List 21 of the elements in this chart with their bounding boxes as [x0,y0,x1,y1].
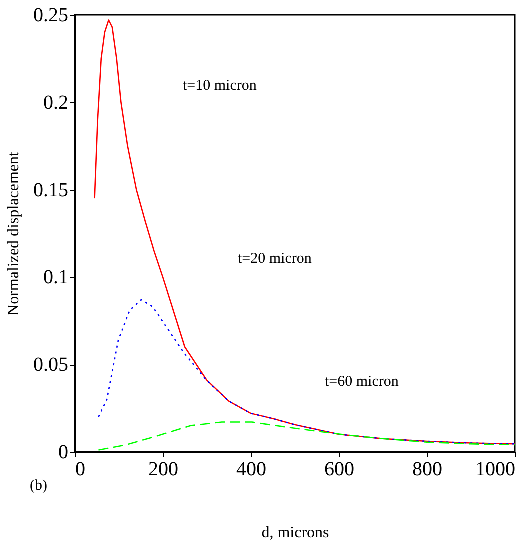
annotation: t=60 micron [325,374,400,390]
x-tick-label: 0 [76,458,86,480]
line-series [94,20,516,445]
y-axis-title: Normalized displacement [6,151,22,316]
line-series [98,299,516,445]
y-tick-label: 0.25 [34,4,68,26]
y-tick-label: 0.1 [44,266,68,289]
y-tick-label: 0.2 [44,92,68,114]
annotation: t=10 micron [183,78,258,94]
y-tick-label: 0.05 [34,354,68,376]
x-tick-label: 800 [412,458,442,480]
x-tick-label: 600 [324,458,354,480]
text: (b) [30,478,48,494]
line-series [98,422,516,451]
y-tick-label: 0.15 [34,179,68,202]
x-tick-label: 1000 [476,458,516,480]
annotation: t=20 micron [238,251,312,267]
x-tick-label: 400 [236,458,266,480]
x-tick-label: 200 [148,458,178,480]
x-axis-title: d, microns [262,524,330,542]
y-tick-label: 0 [58,442,68,464]
